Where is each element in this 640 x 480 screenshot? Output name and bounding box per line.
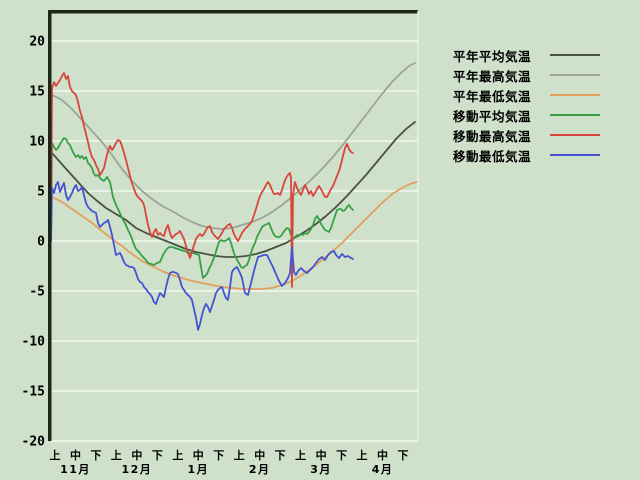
legend-line-sample <box>550 134 600 136</box>
y-tick-label: -20 <box>22 435 46 450</box>
plot-border-top <box>48 10 418 14</box>
y-axis-labels: 20 15 10 5 0 -5 -10 -15 -20 <box>22 35 46 450</box>
series-line-heinen-avg <box>51 121 416 258</box>
legend-line-sample <box>550 114 600 116</box>
x-tick-label-month: 12月 <box>121 463 152 476</box>
x-tick-label-period: 下 <box>90 449 101 462</box>
y-tick-label: 20 <box>29 35 45 50</box>
legend-item-heinen-max: 平年最高気温 <box>453 65 633 85</box>
x-axis-labels: 上中下11月上中下12月上中下1月上中下2月上中下3月上中下4月 <box>50 448 409 476</box>
legend-line-sample <box>550 74 600 76</box>
x-tick-label-period: 下 <box>397 449 408 462</box>
x-tick-label-period: 中 <box>131 448 142 462</box>
x-tick-label-month: 1月 <box>187 463 209 476</box>
x-tick-label-period: 中 <box>193 448 204 462</box>
x-tick-label-period: 中 <box>254 448 265 462</box>
x-tick-label-month: 4月 <box>372 463 394 476</box>
x-tick-label-month: 3月 <box>310 463 332 476</box>
x-tick-label-period: 中 <box>70 448 81 462</box>
x-tick-label-period: 上 <box>357 448 368 462</box>
legend-item-heinen-min: 平年最低気温 <box>453 85 633 105</box>
plot-border-left <box>48 10 52 441</box>
y-tick-label: 0 <box>37 235 45 250</box>
x-tick-label-period: 下 <box>213 449 224 462</box>
legend-item-heinen-avg: 平年平均気温 <box>453 45 633 65</box>
x-tick-label-period: 下 <box>336 449 347 462</box>
x-tick-label-period: 中 <box>377 448 388 462</box>
legend-item-ido-avg: 移動平均気温 <box>453 105 633 125</box>
legend-label: 平年平均気温 <box>453 48 532 64</box>
legend-item-ido-min: 移動最低気温 <box>453 145 633 165</box>
x-tick-label-month: 11月 <box>60 463 91 476</box>
legend-label: 移動最高気温 <box>453 128 532 144</box>
y-tick-label: -15 <box>22 385 45 400</box>
gridlines <box>51 40 418 442</box>
y-tick-label: -10 <box>22 335 46 350</box>
x-tick-label-period: 中 <box>316 448 327 462</box>
series-lines <box>50 62 418 331</box>
x-tick-label-month: 2月 <box>249 463 271 476</box>
y-tick-label: -5 <box>29 285 45 300</box>
legend-label: 移動平均気温 <box>453 108 532 124</box>
y-tick-label: 5 <box>37 185 45 200</box>
series-line-ido-min <box>50 181 354 331</box>
legend-label: 平年最高気温 <box>453 68 532 84</box>
y-tick-label: 15 <box>29 85 45 100</box>
x-tick-label-period: 上 <box>50 448 61 462</box>
x-tick-label-period: 上 <box>234 448 245 462</box>
x-tick-label-period: 下 <box>152 449 163 462</box>
series-line-ido-max <box>50 72 354 288</box>
x-tick-label-period: 下 <box>275 449 286 462</box>
y-tick-label: 10 <box>29 135 45 150</box>
axis-frame <box>48 10 419 441</box>
series-line-ido-avg <box>50 137 354 279</box>
legend-label: 平年最低気温 <box>453 88 532 104</box>
legend-line-sample <box>550 154 600 156</box>
x-tick-label-period: 上 <box>172 448 183 462</box>
legend-line-sample <box>550 94 600 96</box>
legend: 平年平均気温 平年最高気温 平年最低気温 移動平均気温 移動最高気温 移動最低気温 <box>453 45 633 165</box>
legend-label: 移動最低気温 <box>453 148 532 164</box>
x-tick-label-period: 上 <box>111 448 122 462</box>
series-line-heinen-max <box>51 62 416 230</box>
legend-item-ido-max: 移動最高気温 <box>453 125 633 145</box>
x-tick-label-period: 上 <box>295 448 306 462</box>
legend-line-sample <box>550 54 600 56</box>
